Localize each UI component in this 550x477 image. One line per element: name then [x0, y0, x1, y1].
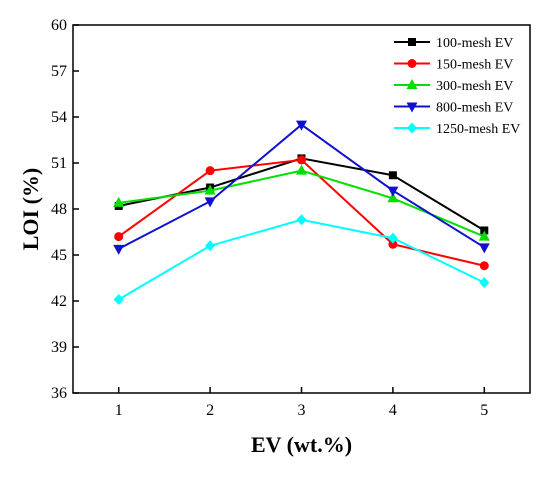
- legend-label: 100-mesh EV: [436, 36, 513, 51]
- series-line: [118, 123, 485, 250]
- x-tick-label: 1: [115, 402, 123, 419]
- y-tick-label: 54: [51, 109, 67, 126]
- y-axis-title: LOI (%): [18, 168, 43, 251]
- series-300-mesh-ev: [113, 164, 490, 241]
- x-axis: 1 2 3 4 5: [115, 387, 488, 419]
- y-axis: 36 39 42 45 48 51 54 57 60: [51, 17, 79, 402]
- data-point: [114, 232, 124, 242]
- legend-marker: [408, 38, 416, 46]
- legend-item: 100-mesh EV: [394, 36, 513, 51]
- legend-marker: [406, 79, 418, 89]
- data-point: [113, 244, 125, 255]
- x-tick-label: 3: [298, 402, 306, 419]
- data-point: [388, 239, 398, 249]
- data-point: [480, 226, 489, 235]
- y-tick-label: 57: [51, 63, 67, 80]
- y-tick-label: 51: [51, 155, 67, 172]
- data-point: [205, 166, 215, 176]
- data-point: [387, 192, 399, 203]
- y-tick-label: 60: [51, 17, 67, 34]
- data-point: [296, 120, 307, 131]
- legend-label: 1250-mesh EV: [436, 122, 520, 137]
- data-point: [387, 186, 399, 197]
- data-point: [479, 261, 489, 271]
- legend-item: 1250-mesh EV: [394, 122, 520, 137]
- legend-label: 150-mesh EV: [436, 58, 513, 73]
- data-point: [478, 243, 490, 254]
- series-800-mesh-ev: [113, 120, 490, 255]
- data-point: [296, 164, 307, 175]
- data-point: [113, 196, 125, 207]
- legend-marker: [407, 122, 417, 134]
- y-tick-label: 48: [51, 201, 67, 218]
- data-point: [204, 197, 216, 208]
- legend-item: 300-mesh EV: [394, 79, 513, 94]
- series-layer: [113, 120, 490, 305]
- y-tick-label: 45: [51, 247, 67, 264]
- legend-label: 300-mesh EV: [436, 79, 513, 94]
- data-point: [204, 184, 216, 195]
- legend-marker: [406, 102, 418, 113]
- legend-label: 800-mesh EV: [436, 101, 513, 116]
- data-point: [479, 277, 490, 289]
- series-1250-mesh-ev: [113, 214, 490, 305]
- data-point: [388, 171, 397, 180]
- y-tick-label: 39: [51, 339, 67, 356]
- x-tick-label: 2: [206, 402, 214, 419]
- data-point: [297, 155, 306, 165]
- legend-item: 800-mesh EV: [394, 101, 513, 116]
- y-tick-label: 42: [51, 293, 67, 310]
- data-point: [113, 293, 124, 305]
- data-point: [296, 214, 307, 226]
- legend-item: 150-mesh EV: [394, 58, 513, 73]
- series-line: [118, 218, 485, 301]
- legend-marker: [407, 59, 417, 68]
- legend: 100-mesh EV 150-mesh EV 300-mesh EV 800-mes…: [394, 36, 520, 137]
- data-point: [387, 232, 398, 244]
- series-line: [118, 169, 485, 238]
- data-point: [205, 240, 216, 252]
- data-point: [478, 230, 490, 241]
- x-axis-title: EV (wt.%): [251, 432, 352, 457]
- x-tick-label: 5: [480, 402, 488, 419]
- series-150-mesh-ev: [114, 155, 489, 271]
- x-tick-label: 4: [389, 402, 397, 419]
- y-tick-label: 36: [51, 385, 67, 402]
